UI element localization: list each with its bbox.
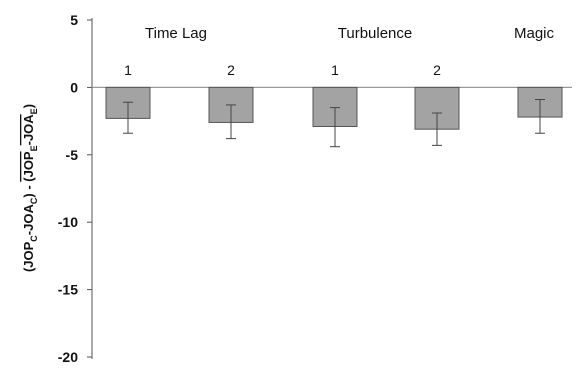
bars (105, 86, 563, 148)
bar-number-label: 2 (227, 62, 235, 78)
bar-number-label: 1 (331, 62, 339, 78)
group-label: Magic (514, 25, 555, 42)
y-tick-label: -10 (58, 214, 78, 230)
y-tick-label: -5 (66, 147, 79, 163)
ylabel-separator: - (21, 182, 36, 194)
group-label: Time Lag (145, 25, 207, 42)
labels: 1 2 1 2 Time Lag Turbulence Magic (124, 25, 554, 78)
ylabel-part1-main: (JOP (21, 241, 36, 272)
ylabel-part2-mid: -JOA (21, 114, 36, 146)
y-tick-label: 5 (70, 12, 78, 28)
y-tick-label: -20 (58, 349, 78, 365)
bar (414, 86, 460, 130)
y-axis: 5 0 -5 -10 -15 -20 (58, 12, 93, 365)
ylabel-sub-c: C (29, 235, 39, 242)
ylabel-part2-main: (JOP (21, 151, 36, 182)
bar-number-label: 2 (433, 62, 441, 78)
ylabel-part1-close: ) (21, 193, 36, 197)
ylabel-sub-e: E (29, 145, 39, 151)
ylabel-part1-mid: -JOA (21, 204, 36, 236)
y-tick-label: -15 (58, 282, 78, 298)
bar-number-label: 1 (124, 62, 132, 78)
ylabel-part2-close: ) (21, 104, 36, 108)
y-axis-label: (JOPC-JOAC) - (JOPE-JOAE) (21, 104, 39, 272)
group-label: Turbulence (338, 25, 413, 42)
ylabel-sub-e2: E (29, 108, 39, 114)
y-tick-label: 0 (70, 79, 78, 95)
ylabel-sub-c2: C (29, 197, 39, 204)
